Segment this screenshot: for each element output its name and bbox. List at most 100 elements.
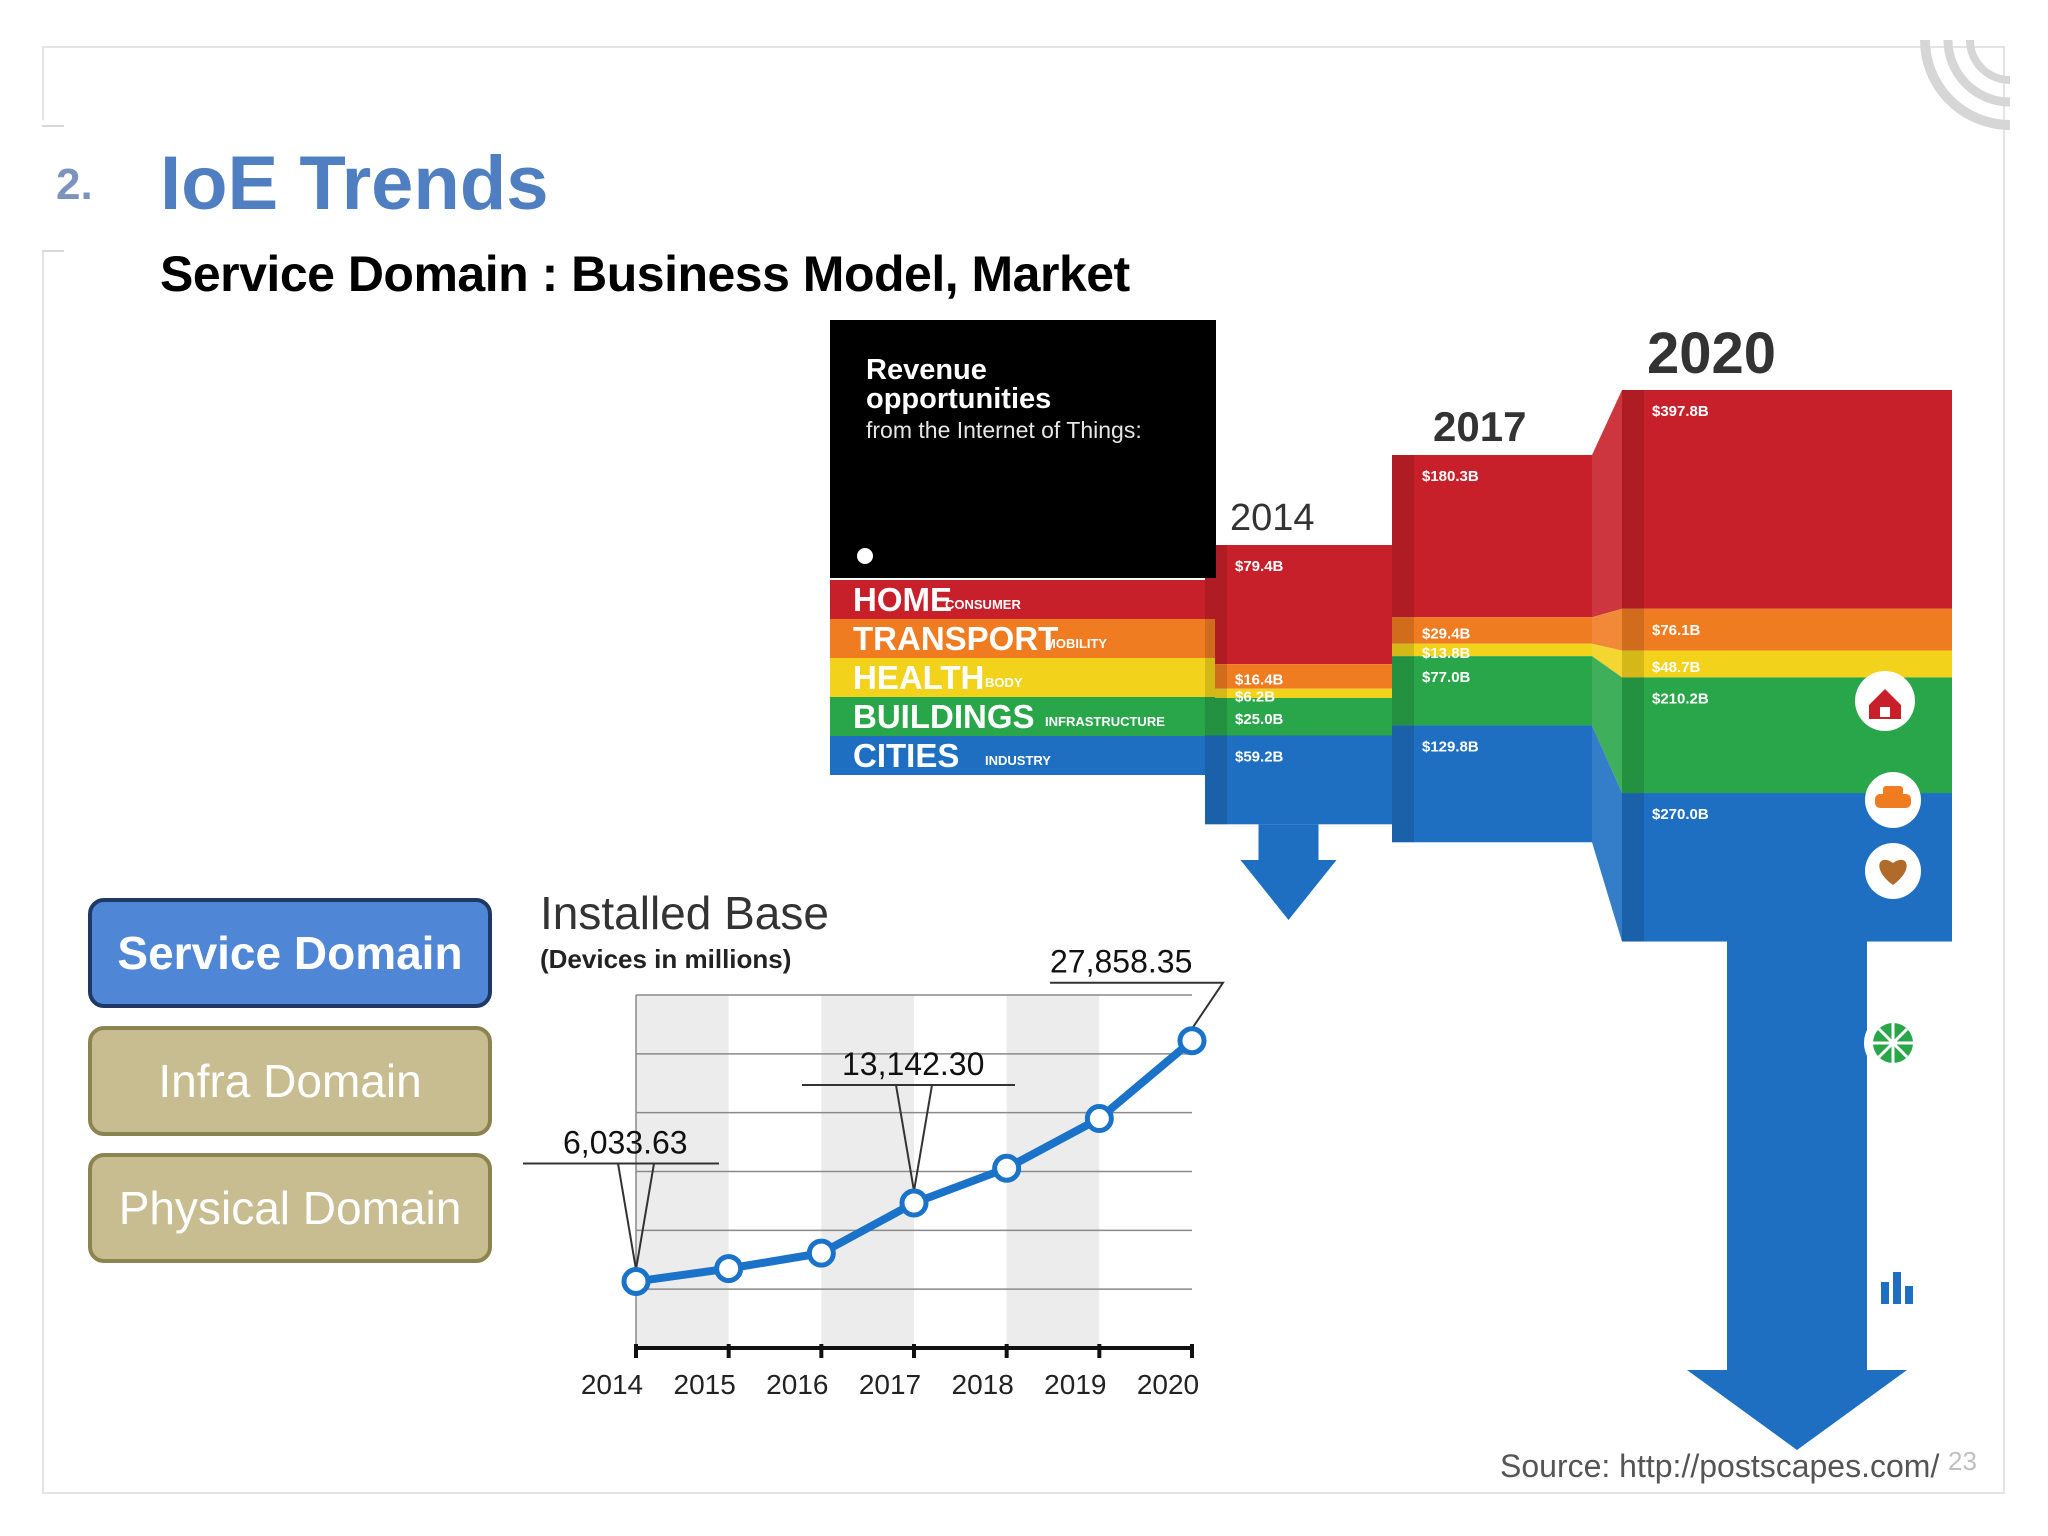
- revenue-value-label: $129.8B: [1422, 738, 1479, 755]
- revenue-value-label: $25.0B: [1235, 711, 1284, 728]
- revenue-value-label: $16.4B: [1235, 671, 1284, 688]
- x-tick-label: 2018: [952, 1369, 1014, 1400]
- column-shade: [1205, 545, 1227, 825]
- category-label-transport: TRANSPORT: [853, 620, 1058, 657]
- callout-pointer: [894, 1084, 934, 1192]
- data-point: [714, 1254, 744, 1284]
- category-band-home: [830, 580, 1210, 619]
- data-point: [621, 1266, 651, 1296]
- category-band-health: [830, 658, 1210, 697]
- data-point: [1084, 1104, 1114, 1134]
- section-number: 2.: [56, 160, 93, 209]
- revenue-value-label: $76.1B: [1652, 622, 1701, 639]
- revenue-segment-health: [1622, 650, 1952, 678]
- category-band-buildings: [830, 697, 1210, 736]
- category-label-cities: CITIES: [853, 737, 959, 774]
- revenue-segment-transport: [1392, 617, 1592, 644]
- data-point: [992, 1153, 1022, 1183]
- service-domain-button[interactable]: Service Domain: [88, 898, 492, 1008]
- data-point: [806, 1238, 836, 1268]
- revenue-value-label: $29.4B: [1422, 626, 1471, 643]
- revenue-segment-health: [1392, 643, 1592, 657]
- revenue-segment-buildings: [1205, 698, 1392, 736]
- data-point: [1177, 1026, 1207, 1056]
- year-label-2014: 2014: [1230, 497, 1315, 539]
- category-band-cities: [830, 736, 1210, 775]
- revenue-value-label: $59.2B: [1235, 749, 1284, 766]
- data-point: [899, 1188, 929, 1218]
- category-connector: [1592, 643, 1622, 678]
- category-tag: CONSUMER: [945, 597, 1021, 612]
- category-tag: INFRASTRUCTURE: [1045, 714, 1165, 729]
- category-connector: [1592, 725, 1622, 942]
- data-label: 6,033.63: [563, 1124, 688, 1160]
- revenue-value-label: $48.7B: [1652, 659, 1701, 676]
- corner-decoration: [1920, 39, 2011, 130]
- revenue-value-label: $180.3B: [1422, 468, 1479, 485]
- heart-icon: [1865, 843, 1921, 899]
- revenue-segment-cities: [1392, 725, 1592, 843]
- globe-icon: [1864, 1014, 1922, 1072]
- category-label-home: HOME: [853, 581, 952, 618]
- callout-pointer: [616, 1162, 656, 1270]
- category-connector: [1210, 619, 1215, 658]
- revenue-value-label: $77.0B: [1422, 669, 1471, 686]
- category-connector: [1210, 697, 1215, 736]
- page-number: 23: [1948, 1446, 1977, 1476]
- category-tag: MOBILITY: [1045, 636, 1107, 651]
- frame-tick: [42, 125, 64, 127]
- frame-gap: [30, 120, 70, 250]
- revenue-segment-home: [1622, 390, 1952, 609]
- data-label: 27,858.35: [1050, 944, 1192, 980]
- revenue-segment-buildings: [1392, 656, 1592, 726]
- infra-domain-button[interactable]: Infra Domain: [88, 1026, 492, 1136]
- chart-title: Installed Base: [540, 887, 829, 939]
- year-label-2017: 2017: [1433, 403, 1526, 450]
- category-connector: [1210, 736, 1215, 775]
- category-band: [1205, 619, 1210, 658]
- callout-line: [1050, 981, 1225, 1030]
- category-band: [1205, 658, 1210, 697]
- category-connector: [1210, 658, 1215, 697]
- column-shade: [1392, 455, 1414, 843]
- revenue-value-label: $6.2B: [1235, 688, 1275, 705]
- revenue-segment-home: [1392, 455, 1592, 618]
- physical-domain-button[interactable]: Physical Domain: [88, 1153, 492, 1263]
- revenue-segment-cities: [1205, 735, 1392, 825]
- growth-arrow: [1687, 941, 1907, 1450]
- frame-tick: [42, 250, 64, 252]
- infographic-title-panel: [830, 320, 1216, 578]
- revenue-value-label: $79.4B: [1235, 558, 1284, 575]
- growth-arrow: [1240, 824, 1337, 920]
- category-connector: [1592, 656, 1622, 794]
- city-icon: [1869, 1260, 1925, 1316]
- category-tag: INDUSTRY: [985, 753, 1051, 768]
- category-connector: [1210, 580, 1215, 619]
- car-icon: [1865, 772, 1921, 828]
- category-label-health: HEALTH: [853, 659, 984, 696]
- revenue-value-label: $13.8B: [1422, 645, 1471, 662]
- category-band-transport: [830, 619, 1210, 658]
- category-connector: [1592, 608, 1622, 651]
- page-title: IoE Trends: [160, 141, 549, 226]
- x-tick-label: 2020: [1137, 1369, 1199, 1400]
- chart-subtitle: (Devices in millions): [540, 944, 791, 974]
- x-tick-label: 2016: [766, 1369, 828, 1400]
- x-tick-label: 2017: [859, 1369, 921, 1400]
- page-subtitle: Service Domain : Business Model, Market: [160, 246, 1130, 302]
- column-shade: [1622, 390, 1644, 942]
- x-tick-label: 2019: [1044, 1369, 1106, 1400]
- bullet-dot: [857, 548, 873, 564]
- infographic-title-line1: Revenue: [866, 354, 987, 386]
- revenue-segment-transport: [1622, 608, 1952, 651]
- home-icon: [1855, 671, 1915, 731]
- revenue-segment-health: [1205, 688, 1392, 698]
- category-connector: [1592, 390, 1622, 618]
- slide-frame: [42, 46, 2005, 1494]
- revenue-segment-transport: [1205, 664, 1392, 689]
- category-label-buildings: BUILDINGS: [853, 698, 1035, 735]
- category-tag: BODY: [985, 675, 1023, 690]
- x-tick-label: 2014: [581, 1369, 643, 1400]
